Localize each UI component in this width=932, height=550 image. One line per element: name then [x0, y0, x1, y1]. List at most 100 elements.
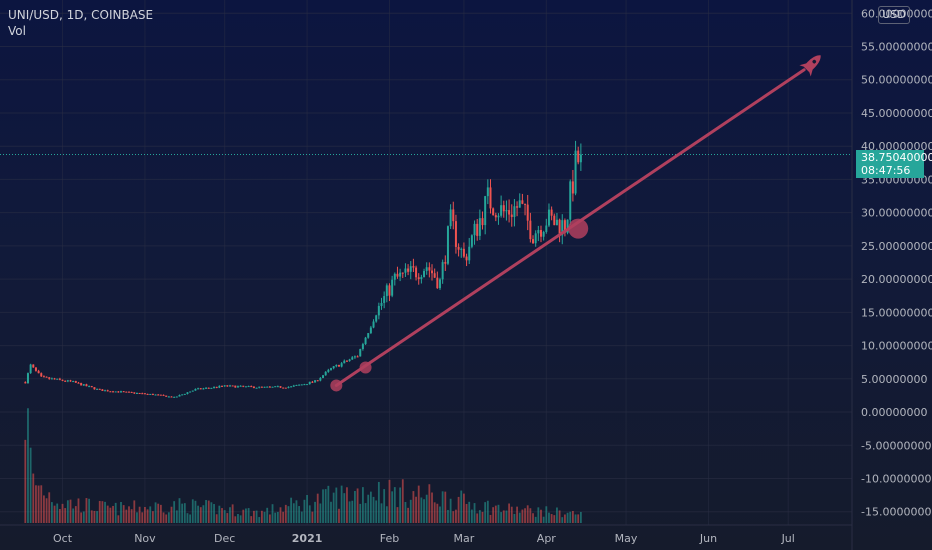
volume-bar: [407, 507, 409, 523]
volume-bar: [548, 512, 550, 523]
candle-body: [186, 392, 189, 394]
volume-bar: [74, 506, 77, 523]
volume-bar: [205, 500, 207, 523]
volume-bar: [335, 487, 338, 523]
volume-bar: [37, 485, 40, 523]
candle-body: [82, 384, 85, 386]
volume-bar: [64, 508, 67, 523]
y-tick-label: 55.00000000: [861, 41, 932, 54]
candle-body: [112, 391, 115, 393]
candle-body: [383, 296, 386, 303]
volume-bar: [489, 514, 492, 523]
candle-body: [189, 391, 192, 393]
candle-body: [197, 388, 200, 390]
candle-body: [191, 390, 194, 392]
volume-bar: [202, 505, 205, 523]
volume-bar: [529, 508, 532, 523]
volume-bar: [284, 504, 287, 523]
volume-bar: [516, 506, 518, 523]
volume-bar: [194, 500, 197, 523]
volume-bar: [226, 513, 229, 523]
volume-bar: [24, 439, 27, 523]
candle-body: [396, 273, 399, 277]
candle-body: [202, 388, 205, 390]
volume-bar: [417, 485, 420, 523]
volume-bar: [465, 503, 468, 523]
volume-bar: [120, 501, 122, 523]
volume-bar: [404, 501, 407, 523]
currency-button[interactable]: USD: [878, 6, 910, 24]
candle-body: [526, 204, 529, 221]
volume-bar: [181, 503, 184, 523]
volume-bar: [431, 492, 433, 523]
candle-body: [85, 384, 88, 387]
candle-body: [407, 268, 410, 272]
candle-body: [462, 248, 465, 257]
candle-body: [300, 384, 303, 386]
candle-body: [314, 380, 317, 383]
candle-body: [369, 327, 372, 334]
candle-body: [117, 391, 120, 393]
y-tick-label: 15.00000000: [861, 306, 932, 319]
volume-indicator-label[interactable]: Vol: [8, 24, 26, 38]
candle-body: [524, 203, 527, 205]
volume-bar: [343, 493, 346, 523]
volume-bar: [141, 512, 144, 523]
candle-body: [274, 386, 277, 388]
candle-body: [558, 219, 561, 236]
candle-body: [221, 385, 224, 387]
volume-bar: [170, 506, 173, 523]
candle-body: [135, 392, 138, 394]
y-tick-label: 10.00000000: [861, 340, 932, 353]
candle-body: [151, 393, 154, 395]
candle-body: [205, 387, 208, 389]
candle-body: [502, 205, 505, 212]
candle-body: [569, 181, 572, 220]
volume-bar: [351, 500, 354, 523]
volume-bar: [239, 515, 242, 523]
candle-body: [404, 268, 407, 273]
candle-body: [181, 394, 184, 396]
candle-body: [141, 393, 144, 395]
volume-bar: [362, 487, 364, 523]
candle-body: [417, 277, 420, 280]
candle-body: [433, 273, 436, 278]
volume-bar: [375, 500, 378, 523]
candle-body: [428, 267, 431, 271]
candle-body: [173, 396, 176, 398]
volume-bar: [266, 507, 269, 523]
candle-body: [335, 365, 338, 367]
volume-bar: [380, 503, 383, 523]
candle-body: [69, 380, 72, 382]
candle-body: [98, 388, 101, 390]
candle-body: [308, 381, 311, 385]
candle-body: [64, 380, 67, 382]
volume-bar: [144, 506, 146, 523]
volume-bar: [27, 408, 29, 523]
candle-body: [42, 376, 45, 378]
candle-body: [327, 369, 330, 372]
symbol-title[interactable]: UNI/USD, 1D, COINBASE: [8, 8, 154, 22]
volume-bar: [178, 498, 181, 523]
volume-bar: [287, 506, 290, 523]
volume-bar: [199, 507, 202, 523]
volume-bar: [48, 492, 51, 523]
volume-bar: [77, 498, 80, 523]
volume-bar: [478, 510, 481, 523]
candle-body: [436, 277, 439, 289]
candle-body: [385, 285, 388, 297]
candle-body: [231, 385, 234, 387]
volume-bar: [237, 514, 239, 523]
volume-bar: [510, 506, 513, 523]
volume-bar: [279, 507, 282, 523]
candle-body: [178, 395, 181, 397]
candle-body: [545, 225, 548, 232]
candle-body: [431, 270, 434, 274]
candle-body: [412, 266, 415, 268]
volume-bar: [213, 504, 215, 523]
candle-body: [508, 210, 511, 215]
volume-bar: [494, 505, 497, 523]
volume-bar: [221, 508, 223, 523]
candle-body: [364, 337, 367, 345]
